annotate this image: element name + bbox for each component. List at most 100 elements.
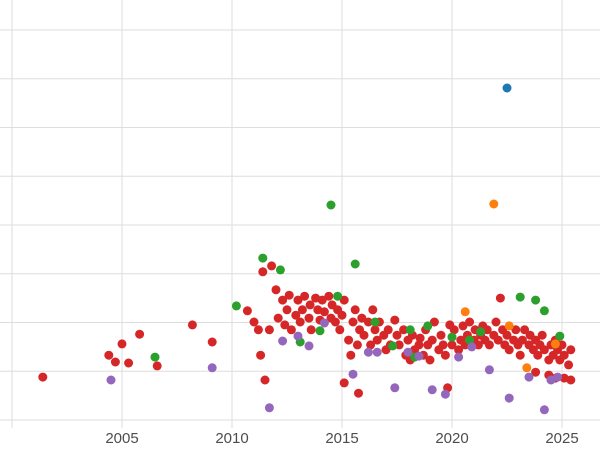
scatter-point-red xyxy=(533,350,543,360)
scatter-point-green xyxy=(326,200,336,210)
scatter-point-red xyxy=(566,375,576,385)
scatter-point-red xyxy=(537,330,547,340)
scatter-point-red xyxy=(273,313,283,323)
scatter-point-green xyxy=(150,352,160,362)
scatter-point-purple xyxy=(363,347,373,357)
scatter-point-orange xyxy=(460,307,470,317)
scatter-point-green xyxy=(333,291,343,301)
scatter-point-red xyxy=(465,317,475,327)
scatter-point-red xyxy=(458,321,468,331)
scatter-point-red xyxy=(415,333,425,343)
scatter-point-red xyxy=(117,339,127,349)
x-tick-label: 2010 xyxy=(215,430,248,447)
scatter-point-red xyxy=(454,345,464,355)
scatter-point-red xyxy=(491,317,501,327)
scatter-point-red xyxy=(372,335,382,345)
scatter-point-blue xyxy=(502,83,512,93)
scatter-point-purple xyxy=(454,352,464,362)
scatter-point-green xyxy=(370,317,380,327)
scatter-point-red xyxy=(511,325,521,335)
x-tick-label: 2020 xyxy=(435,430,468,447)
scatter-point-red xyxy=(557,340,567,350)
scatter-point-green xyxy=(315,326,325,336)
scatter-point-red xyxy=(440,350,450,360)
scatter-point-green xyxy=(275,265,285,275)
scatter-point-purple xyxy=(539,405,549,415)
scatter-point-red xyxy=(359,330,369,340)
scatter-point-orange xyxy=(550,339,560,349)
scatter-point-red xyxy=(282,305,292,315)
scatter-point-orange xyxy=(522,363,532,373)
scatter-point-red xyxy=(249,317,259,327)
scatter-point-purple xyxy=(293,331,303,341)
scatter-point-red xyxy=(339,378,349,388)
scatter-point-red xyxy=(564,360,574,370)
scatter-point-red xyxy=(344,335,354,345)
scatter-point-purple xyxy=(278,336,288,346)
scatter-point-red xyxy=(370,325,380,335)
scatter-point-red xyxy=(425,355,435,365)
scatter-point-red xyxy=(253,325,263,335)
scatter-point-green xyxy=(350,259,360,269)
scatter-point-red xyxy=(280,320,290,330)
scatter-point-purple xyxy=(524,372,534,382)
scatter-point-purple xyxy=(553,372,563,382)
scatter-point-red xyxy=(264,325,274,335)
scatter-point-red xyxy=(286,325,296,335)
scatter-point-red xyxy=(339,295,349,305)
scatter-point-red xyxy=(306,325,316,335)
scatter-point-red xyxy=(427,335,437,345)
scatter-point-red xyxy=(304,313,314,323)
scatter-point-red xyxy=(436,330,446,340)
scatter-point-red xyxy=(38,372,48,382)
scatter-point-red xyxy=(495,293,505,303)
scatter-point-green xyxy=(388,341,398,351)
scatter-point-red xyxy=(267,261,277,271)
scatter-point-red xyxy=(399,325,409,335)
scatter-point-red xyxy=(330,317,340,327)
scatter-point-red xyxy=(317,295,327,305)
x-tick-label: 2025 xyxy=(545,430,578,447)
scatter-point-purple xyxy=(106,375,116,385)
scatter-point-red xyxy=(135,329,145,339)
scatter-point-red xyxy=(354,388,363,398)
scatter-point-red xyxy=(566,345,576,355)
scatter-point-red xyxy=(291,310,301,320)
scatter-point-red xyxy=(517,335,527,345)
scatter-point-red xyxy=(335,325,345,335)
scatter-point-purple xyxy=(390,383,400,393)
scatter-point-red xyxy=(357,313,367,323)
scatter-point-red xyxy=(319,307,329,317)
scatter-point-purple xyxy=(504,393,514,403)
scatter-point-red xyxy=(124,358,134,368)
scatter-point-red xyxy=(449,325,459,335)
scatter-point-red xyxy=(300,291,310,301)
scatter-point-red xyxy=(390,315,400,325)
scatter-point-purple xyxy=(319,318,329,328)
scatter-point-purple xyxy=(467,342,477,352)
scatter-point-red xyxy=(104,350,114,360)
scatter-point-red xyxy=(493,335,503,345)
scatter-point-orange xyxy=(504,321,514,331)
scatter-point-red xyxy=(366,340,376,350)
scatter-point-red xyxy=(152,361,162,371)
scatter-point-green xyxy=(539,306,549,316)
scatter-point-green xyxy=(423,321,433,331)
scatter-point-red xyxy=(504,345,514,355)
scatter-point-green xyxy=(405,325,415,335)
scatter-point-purple xyxy=(264,403,274,413)
scatter-point-red xyxy=(447,340,457,350)
scatter-point-red xyxy=(368,305,378,315)
x-tick-label: 2015 xyxy=(325,430,358,447)
scatter-point-purple xyxy=(348,369,358,379)
scatter-point-red xyxy=(531,367,541,377)
scatter-point-red xyxy=(383,325,393,335)
scatter-point-green xyxy=(258,253,268,263)
scatter-point-red xyxy=(352,340,362,350)
scatter-point-red xyxy=(242,306,252,316)
scatter-point-red xyxy=(305,300,315,310)
scatter-point-red xyxy=(346,350,356,360)
scatter-point-red xyxy=(110,357,120,367)
scatter-point-green xyxy=(555,331,565,341)
